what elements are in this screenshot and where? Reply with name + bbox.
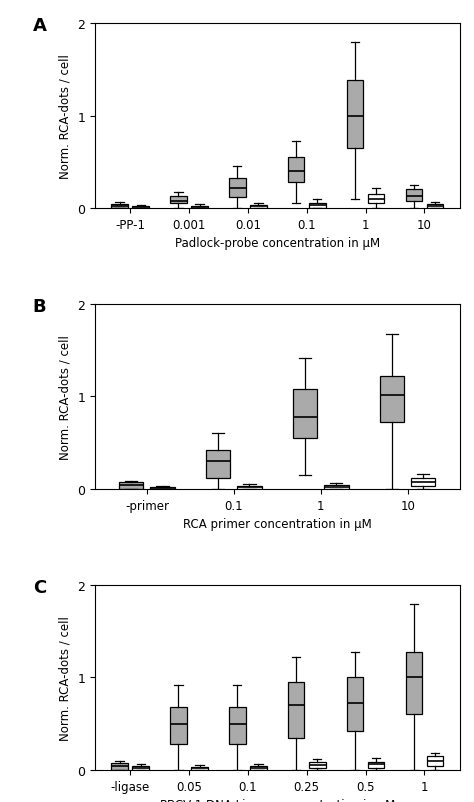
- PathPatch shape: [132, 766, 149, 770]
- PathPatch shape: [229, 707, 246, 744]
- PathPatch shape: [406, 190, 422, 202]
- PathPatch shape: [427, 205, 443, 209]
- PathPatch shape: [250, 766, 267, 770]
- PathPatch shape: [324, 485, 348, 489]
- PathPatch shape: [170, 196, 187, 204]
- PathPatch shape: [237, 487, 262, 489]
- PathPatch shape: [368, 195, 384, 204]
- Y-axis label: Norm. RCA-dots / cell: Norm. RCA-dots / cell: [58, 615, 72, 740]
- PathPatch shape: [380, 377, 404, 423]
- PathPatch shape: [309, 763, 326, 768]
- X-axis label: PBCV-1 DNA Ligase concentration in μM: PBCV-1 DNA Ligase concentration in μM: [160, 798, 395, 802]
- Y-axis label: Norm. RCA-dots / cell: Norm. RCA-dots / cell: [58, 54, 72, 179]
- PathPatch shape: [411, 478, 436, 487]
- PathPatch shape: [150, 488, 175, 489]
- PathPatch shape: [191, 207, 208, 209]
- PathPatch shape: [368, 762, 384, 768]
- PathPatch shape: [309, 204, 326, 209]
- Text: C: C: [33, 578, 46, 596]
- PathPatch shape: [406, 652, 422, 715]
- X-axis label: Padlock-probe concentration in μM: Padlock-probe concentration in μM: [175, 237, 380, 250]
- PathPatch shape: [111, 764, 128, 770]
- X-axis label: RCA primer concentration in μM: RCA primer concentration in μM: [183, 517, 372, 531]
- PathPatch shape: [288, 683, 304, 738]
- Text: B: B: [33, 298, 46, 315]
- PathPatch shape: [206, 451, 230, 478]
- PathPatch shape: [347, 81, 363, 148]
- Text: A: A: [33, 17, 46, 34]
- PathPatch shape: [170, 707, 187, 744]
- PathPatch shape: [347, 678, 363, 731]
- PathPatch shape: [250, 206, 267, 209]
- PathPatch shape: [293, 390, 317, 439]
- PathPatch shape: [111, 205, 128, 209]
- PathPatch shape: [229, 179, 246, 197]
- PathPatch shape: [191, 768, 208, 770]
- PathPatch shape: [119, 483, 144, 489]
- PathPatch shape: [132, 207, 149, 209]
- PathPatch shape: [427, 756, 443, 766]
- Y-axis label: Norm. RCA-dots / cell: Norm. RCA-dots / cell: [58, 334, 72, 460]
- PathPatch shape: [288, 158, 304, 183]
